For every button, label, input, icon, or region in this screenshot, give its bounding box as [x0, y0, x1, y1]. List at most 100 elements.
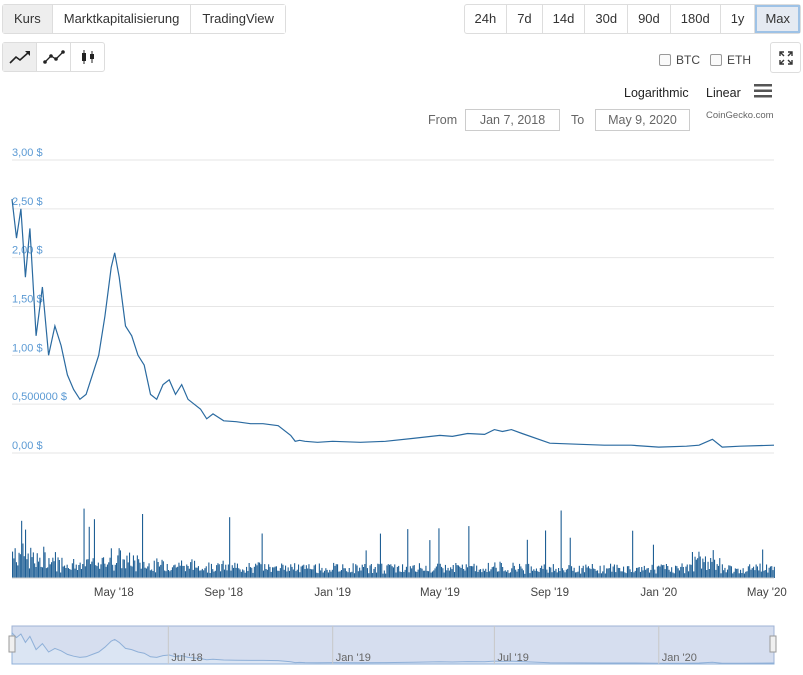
linear-scale-button[interactable]: Linear — [706, 86, 741, 100]
volume-bar — [490, 569, 492, 578]
volume-bar — [417, 569, 419, 578]
volume-bar — [733, 571, 735, 578]
dotted-line-chart-button[interactable] — [37, 43, 71, 71]
volume-bar — [464, 570, 466, 578]
volume-bar — [22, 543, 24, 578]
volume-bar — [109, 557, 111, 578]
y-tick-label: 0,500000 $ — [12, 391, 67, 403]
volume-bar — [190, 562, 192, 578]
volume-bar — [555, 568, 557, 578]
volume-bar — [610, 563, 612, 578]
volume-bar — [296, 569, 298, 578]
volume-bar — [629, 569, 631, 578]
tab-marktkapitalisierung[interactable]: Marktkapitalisierung — [52, 5, 192, 33]
volume-bar — [729, 565, 731, 578]
volume-bar — [230, 570, 232, 578]
volume-bar — [691, 552, 693, 578]
candlestick-chart-button[interactable] — [71, 43, 104, 71]
volume-bar — [222, 560, 224, 578]
logarithmic-scale-button[interactable]: Logarithmic — [624, 86, 689, 100]
volume-bar — [368, 573, 370, 578]
chart-menu-button[interactable] — [754, 84, 772, 103]
volume-bar — [70, 569, 72, 578]
range-180d-button[interactable]: 180d — [671, 5, 721, 33]
volume-bar — [727, 569, 729, 578]
volume-bar — [84, 566, 86, 578]
volume-bar — [221, 564, 223, 578]
from-date-input[interactable]: Jan 7, 2018 — [465, 109, 560, 131]
volume-bar — [382, 573, 384, 578]
volume-bar — [620, 571, 622, 578]
volume-bar — [712, 550, 714, 578]
volume-bar — [533, 569, 535, 578]
volume-bar — [552, 564, 554, 578]
volume-bar — [706, 570, 708, 578]
volume-bar — [639, 571, 641, 578]
line-chart-icon — [8, 51, 30, 64]
volume-bar — [13, 558, 15, 578]
volume-bar — [361, 564, 363, 578]
range-90d-button[interactable]: 90d — [628, 5, 671, 33]
volume-bar — [278, 570, 280, 578]
tab-kurs[interactable]: Kurs — [3, 5, 53, 33]
tab-tradingview[interactable]: TradingView — [191, 5, 285, 33]
volume-bar — [247, 571, 249, 578]
volume-bar — [625, 573, 627, 578]
volume-bar — [288, 570, 290, 578]
volume-bar — [576, 572, 578, 578]
volume-bar — [758, 570, 760, 578]
volume-bar — [286, 571, 288, 578]
volume-bar — [166, 564, 168, 578]
volume-bar — [491, 567, 493, 578]
volume-bar — [106, 564, 108, 578]
volume-bar — [344, 568, 346, 578]
volume-bar — [32, 552, 34, 578]
range-max-button[interactable]: Max — [755, 5, 800, 33]
volume-bar — [483, 570, 485, 578]
volume-bar — [651, 564, 653, 578]
range-14d-button[interactable]: 14d — [543, 5, 586, 33]
volume-bar — [690, 564, 692, 578]
volume-bar — [567, 568, 569, 578]
volume-bar — [73, 559, 75, 578]
range-30d-button[interactable]: 30d — [585, 5, 629, 33]
range-1y-button[interactable]: 1y — [721, 5, 756, 33]
range-7d-button[interactable]: 7d — [507, 5, 543, 33]
volume-bar — [600, 573, 602, 578]
volume-bar — [485, 568, 487, 578]
eth-compare-checkbox[interactable]: ETH — [710, 53, 751, 67]
volume-bar — [554, 570, 556, 578]
to-date-input[interactable]: May 9, 2020 — [595, 109, 690, 131]
volume-bar — [433, 570, 435, 578]
volume-bar — [270, 571, 272, 578]
navigator-handle-right[interactable] — [769, 635, 777, 653]
navigator[interactable]: Jul '18 Jan '19 Jul '19 Jan '20 — [8, 625, 777, 665]
navigator-handle-left[interactable] — [8, 635, 16, 653]
volume-bar — [474, 571, 476, 578]
volume-bar — [47, 567, 49, 578]
volume-bar — [530, 566, 532, 578]
volume-bar — [636, 567, 638, 578]
volume-bar — [673, 573, 675, 578]
volume-bar — [613, 564, 615, 578]
btc-compare-checkbox[interactable]: BTC — [659, 53, 700, 67]
volume-bar — [48, 558, 50, 578]
volume-bar — [452, 565, 454, 578]
range-24h-button[interactable]: 24h — [465, 5, 508, 33]
volume-bar — [728, 565, 730, 578]
volume-bar — [12, 551, 14, 578]
volume-bar — [248, 563, 250, 578]
volume-bar — [521, 568, 523, 578]
volume-bar — [680, 566, 682, 578]
line-chart-button[interactable] — [3, 43, 37, 71]
chart-type-selector — [2, 42, 105, 72]
volume-bar — [295, 571, 297, 578]
volume-bar — [685, 566, 687, 578]
volume-bar — [262, 570, 264, 578]
y-tick-label: 1,50 $ — [12, 294, 43, 306]
volume-bar — [621, 571, 623, 578]
volume-bar — [360, 570, 362, 578]
volume-bar — [58, 560, 60, 578]
fullscreen-button[interactable] — [770, 42, 801, 73]
y-tick-label: 1,00 $ — [12, 342, 43, 354]
